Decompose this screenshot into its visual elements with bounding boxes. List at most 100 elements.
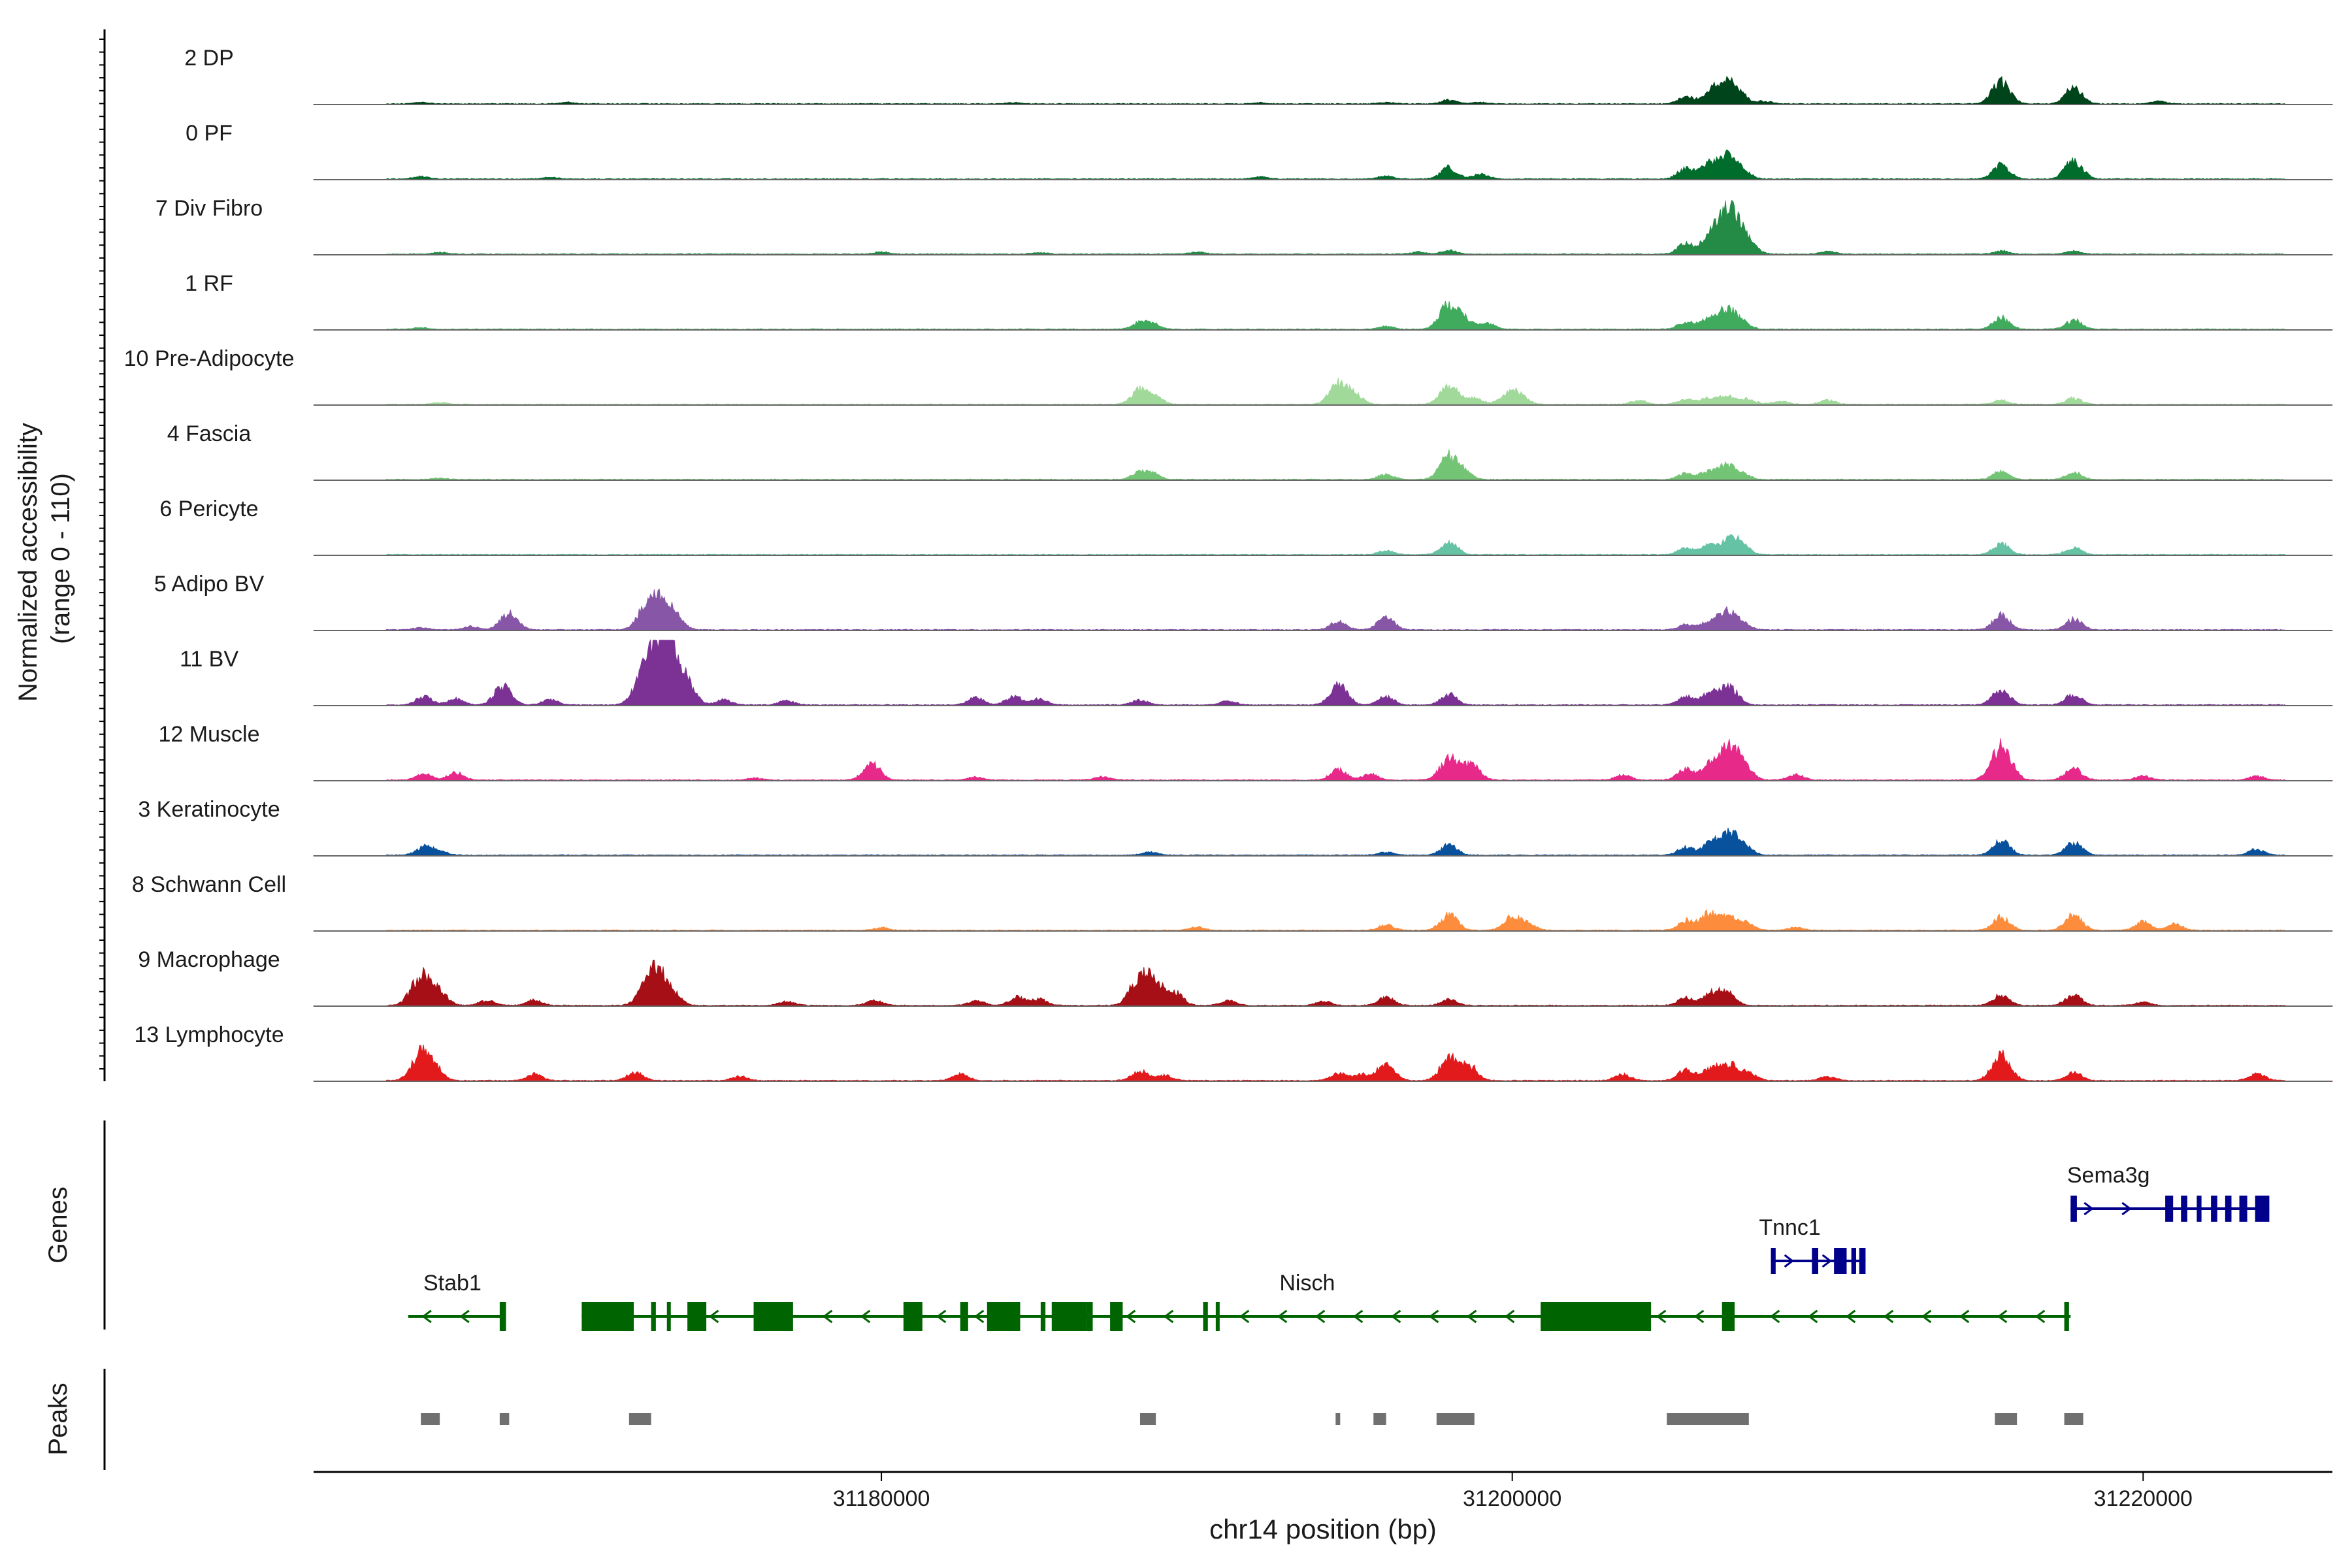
strand-chevron: [1997, 1309, 2008, 1324]
peaks-track: [421, 1413, 2083, 1425]
exon-block: [1541, 1302, 1652, 1331]
coverage-area: [313, 149, 2333, 180]
exon-block: [987, 1302, 1021, 1331]
exon-block: [1722, 1302, 1735, 1331]
track-label: 10 Pre-Adipocyte: [124, 346, 295, 371]
strand-chevron: [1125, 1309, 1136, 1324]
gene-sema3g: Sema3g: [2067, 1163, 2270, 1222]
track-3-keratinocyte: 3 Keratinocyte: [138, 797, 2333, 857]
coverage-y-axis-ticks: [99, 39, 105, 1070]
strand-chevron: [1769, 1309, 1780, 1324]
peak-region: [1139, 1413, 1156, 1425]
strand-chevron: [459, 1309, 470, 1324]
coverage-y-axis-label: Normalized accessibility (range 0 - 110): [14, 416, 75, 702]
peak-region: [1667, 1413, 1749, 1425]
peak-region: [499, 1413, 510, 1425]
track-2-dp: 2 DP: [184, 46, 2333, 105]
coverage-area: [313, 199, 2333, 255]
coverage-area: [313, 909, 2333, 932]
strand-chevron: [2034, 1309, 2046, 1324]
exon-block: [1110, 1302, 1123, 1331]
track-label: 0 PF: [186, 121, 233, 146]
strand-chevron: [1277, 1309, 1288, 1324]
gene-name-label: Sema3g: [2067, 1163, 2150, 1188]
track-5-adipo-bv: 5 Adipo BV: [154, 572, 2333, 631]
peak-region: [1436, 1413, 1475, 1425]
coverage-area: [313, 639, 2333, 706]
strand-chevron: [1807, 1309, 1818, 1324]
exon-block: [2255, 1196, 2270, 1222]
exon-block: [1812, 1248, 1819, 1274]
track-13-lymphocyte: 13 Lymphocyte: [134, 1022, 2333, 1082]
track-10-pre-adipocyte: 10 Pre-Adipocyte: [124, 346, 2333, 406]
track-label: 11 BV: [180, 647, 238, 672]
exon-block: [2064, 1302, 2069, 1331]
exon-block: [1771, 1248, 1776, 1274]
strand-chevron: [1504, 1309, 1515, 1324]
exon-block: [2070, 1196, 2077, 1222]
peak-region: [2064, 1413, 2083, 1425]
exon-block: [687, 1302, 707, 1331]
genes-axis-label: Genes: [44, 1186, 73, 1264]
gene-name-label: Tnnc1: [1759, 1215, 1821, 1240]
coverage-area: [313, 449, 2333, 481]
exon-block: [499, 1302, 506, 1331]
exon-block: [651, 1302, 656, 1331]
exon-block: [960, 1302, 968, 1331]
coverage-area: [313, 76, 2333, 105]
exon-block: [581, 1302, 634, 1331]
coverage-area: [313, 738, 2333, 781]
strand-chevron: [1921, 1309, 1932, 1324]
peak-region: [629, 1413, 651, 1425]
exon-block: [753, 1302, 793, 1331]
strand-chevron: [1959, 1309, 1970, 1324]
track-label: 2 DP: [184, 46, 234, 71]
peak-region: [1995, 1413, 2017, 1425]
coverage-area: [313, 959, 2333, 1007]
x-axis-ticks: 31180000 31200000 31220000: [833, 1472, 2193, 1511]
track-6-pericyte: 6 Pericyte: [159, 497, 2333, 556]
track-7-div-fibro: 7 Div Fibro: [155, 196, 2333, 255]
coverage-area: [313, 301, 2333, 331]
exon-block: [1834, 1248, 1847, 1274]
gene-tnnc1: Tnnc1: [1759, 1215, 1866, 1274]
coverage-area: [313, 378, 2333, 406]
strand-chevron: [1315, 1309, 1326, 1324]
strand-chevron: [1883, 1309, 1894, 1324]
exon-block: [2197, 1196, 2202, 1222]
peak-region: [421, 1413, 440, 1425]
gene-stab1: Stab1: [408, 1271, 506, 1331]
strand-chevron: [1821, 1254, 1833, 1268]
strand-chevron: [1693, 1309, 1705, 1324]
strand-chevron: [421, 1309, 432, 1324]
track-4-fascia: 4 Fascia: [167, 421, 2333, 481]
exon-block: [1203, 1302, 1208, 1331]
exon-block: [2211, 1196, 2217, 1222]
x-tick-label: 31220000: [2094, 1486, 2193, 1511]
strand-chevron: [860, 1309, 871, 1324]
track-label: 3 Keratinocyte: [138, 797, 280, 822]
track-label: 12 Muscle: [159, 722, 260, 747]
track-label: 4 Fascia: [167, 421, 252, 446]
track-9-macrophage: 9 Macrophage: [138, 947, 2333, 1007]
exon-block: [2225, 1196, 2232, 1222]
strand-chevron: [1239, 1309, 1250, 1324]
exon-block: [2239, 1196, 2247, 1222]
exon-block: [1051, 1302, 1086, 1331]
peak-region: [1373, 1413, 1386, 1425]
track-label: 5 Adipo BV: [154, 572, 265, 596]
track-1-rf: 1 RF: [185, 271, 2333, 331]
strand-chevron: [2121, 1201, 2132, 1216]
exon-block: [666, 1302, 671, 1331]
peaks-axis-label: Peaks: [44, 1382, 73, 1455]
track-label: 9 Macrophage: [138, 947, 280, 972]
track-label: 1 RF: [185, 271, 233, 296]
coverage-area: [313, 1044, 2333, 1082]
exon-block: [2181, 1196, 2187, 1222]
exon-block: [1086, 1302, 1093, 1331]
track-label: 8 Schwann Cell: [132, 872, 286, 897]
x-tick-label: 31200000: [1463, 1486, 1561, 1511]
x-axis-label: chr14 position (bp): [1209, 1514, 1437, 1544]
strand-chevron: [1352, 1309, 1364, 1324]
